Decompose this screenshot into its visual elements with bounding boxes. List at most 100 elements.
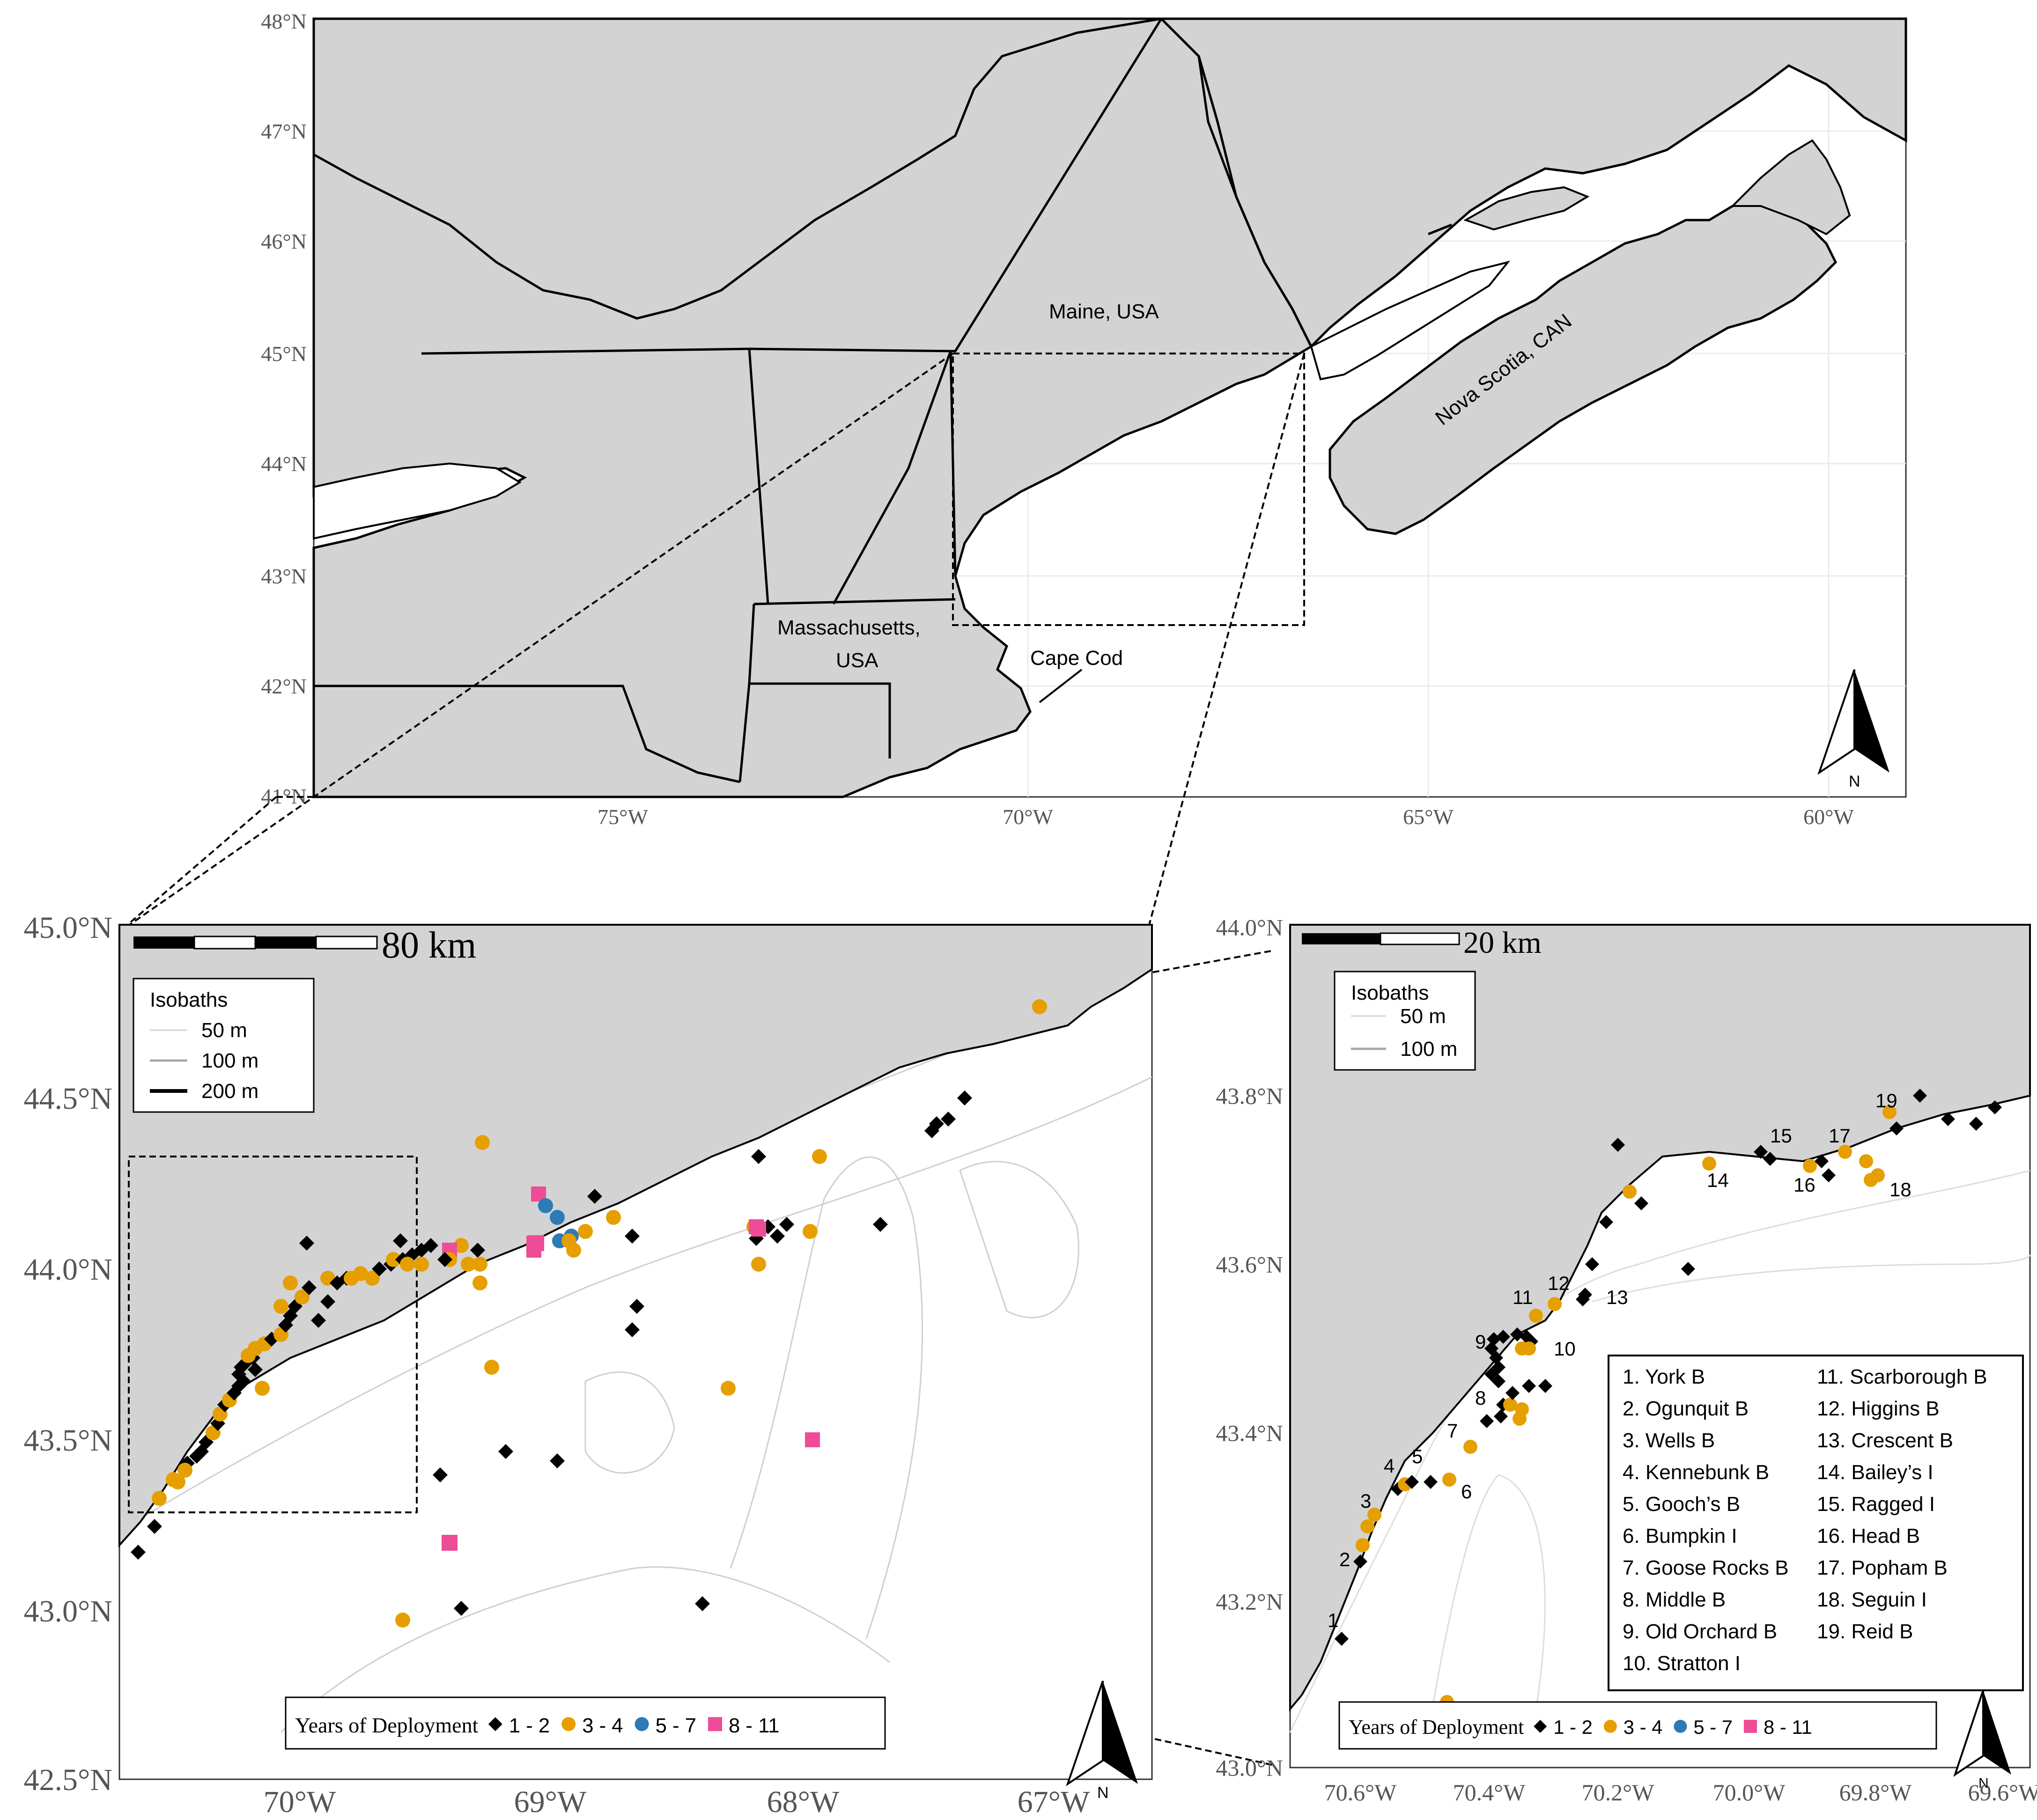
site-marker bbox=[1424, 1475, 1438, 1489]
legend-item-label: 8 - 11 bbox=[1764, 1716, 1812, 1738]
site-marker bbox=[1494, 1409, 1508, 1423]
tick-label: 70.6°W bbox=[1324, 1779, 1397, 1805]
site-marker bbox=[941, 1112, 956, 1127]
legend-item-label: 3 - 4 bbox=[1624, 1716, 1663, 1738]
site-marker bbox=[606, 1210, 621, 1225]
site-marker bbox=[454, 1238, 469, 1253]
site-marker bbox=[1032, 999, 1047, 1014]
regional-overview-map: Maine, USA Nova Scotia, CAN Massachusett… bbox=[261, 9, 1907, 829]
site-marker bbox=[1603, 1720, 1617, 1733]
site-list-entry: 17. Popham B bbox=[1817, 1556, 1948, 1579]
site-marker bbox=[353, 1266, 368, 1281]
site-number: 4 bbox=[1384, 1455, 1395, 1477]
site-marker bbox=[395, 1613, 410, 1628]
site-marker bbox=[566, 1243, 581, 1258]
site-marker bbox=[170, 1474, 185, 1489]
north-arrow-right: N bbox=[1953, 1690, 2011, 1791]
site-marker bbox=[320, 1294, 335, 1309]
site-marker bbox=[488, 1717, 502, 1732]
site-marker bbox=[803, 1224, 818, 1239]
site-marker bbox=[372, 1261, 387, 1276]
site-marker bbox=[751, 1257, 766, 1272]
site-marker bbox=[1335, 1632, 1349, 1646]
tick-label: 65°W bbox=[1403, 805, 1454, 829]
cape-cod-leader bbox=[1039, 669, 1083, 703]
tick-label: 43.8°N bbox=[1216, 1083, 1283, 1109]
site-marker bbox=[484, 1360, 499, 1375]
site-number: 11 bbox=[1513, 1286, 1533, 1308]
site-marker bbox=[1838, 1145, 1852, 1159]
tick-label: 43.5°N bbox=[23, 1423, 112, 1458]
site-marker bbox=[1360, 1519, 1374, 1533]
site-list-entry: 8. Middle B bbox=[1623, 1588, 1726, 1611]
site-marker bbox=[550, 1453, 565, 1468]
tick-label: 43.6°N bbox=[1216, 1252, 1283, 1278]
site-list-entry: 1. York B bbox=[1623, 1365, 1705, 1388]
tick-label: 43.2°N bbox=[1216, 1589, 1283, 1615]
site-marker bbox=[1763, 1152, 1777, 1166]
right-map-deployment-sites bbox=[1335, 1089, 2002, 1709]
mid-map-latitude-ticks: 45.0°N 44.5°N 44.0°N 43.5°N 43.0°N 42.5°N bbox=[23, 911, 112, 1797]
site-marker bbox=[414, 1257, 429, 1272]
site-marker bbox=[561, 1717, 576, 1732]
site-marker bbox=[1503, 1398, 1517, 1412]
site-marker bbox=[1356, 1538, 1370, 1552]
site-marker bbox=[708, 1717, 722, 1732]
legend-item-label: 3 - 4 bbox=[582, 1714, 623, 1737]
site-list-entry: 7. Goose Rocks B bbox=[1623, 1556, 1789, 1579]
tick-label: 69.8°W bbox=[1839, 1779, 1912, 1805]
site-marker bbox=[751, 1149, 766, 1164]
site-marker bbox=[299, 1236, 314, 1251]
isobath-legend-100m: 100 m bbox=[1400, 1038, 1457, 1061]
right-map-extent-box bbox=[128, 1156, 418, 1513]
scale-bar-80km: 80 km bbox=[133, 925, 476, 966]
scale-bar-20km: 20 km bbox=[1302, 926, 1542, 960]
site-marker bbox=[1623, 1185, 1637, 1199]
site-list-entry: 14. Bailey’s I bbox=[1817, 1461, 1934, 1484]
tick-label: 44.5°N bbox=[23, 1082, 112, 1116]
site-marker bbox=[1513, 1412, 1527, 1426]
site-marker bbox=[721, 1381, 736, 1396]
north-arrow-mid: N bbox=[1066, 1680, 1138, 1802]
deployment-legend-mid: Years of Deployment 1 - 2 3 - 4 5 - 7 8 - 11 bbox=[285, 1696, 886, 1750]
legend-item-label: 8 - 11 bbox=[729, 1714, 779, 1737]
right-map-longitude-ticks: 70.6°W 70.4°W 70.2°W 70.0°W 69.8°W 69.6°W bbox=[1324, 1779, 2037, 1805]
tick-label: 75°W bbox=[598, 805, 648, 829]
site-marker bbox=[1702, 1157, 1716, 1171]
site-marker bbox=[1522, 1379, 1536, 1393]
site-list-entry: 2. Ogunquit B bbox=[1623, 1397, 1749, 1420]
site-marker bbox=[1367, 1508, 1381, 1522]
site-marker bbox=[1681, 1262, 1695, 1276]
site-marker bbox=[1969, 1117, 1983, 1131]
site-list-entry: 3. Wells B bbox=[1623, 1429, 1715, 1452]
site-marker bbox=[1815, 1154, 1829, 1168]
site-marker bbox=[779, 1217, 794, 1232]
tick-label: 44.0°N bbox=[23, 1253, 112, 1287]
site-number: 18 bbox=[1889, 1179, 1912, 1201]
site-marker bbox=[177, 1463, 192, 1478]
site-marker bbox=[1538, 1379, 1552, 1393]
site-marker bbox=[805, 1432, 820, 1447]
site-marker bbox=[625, 1229, 640, 1244]
site-marker bbox=[1674, 1720, 1687, 1733]
site-number: 19 bbox=[1875, 1090, 1897, 1112]
site-marker bbox=[454, 1601, 469, 1616]
site-marker bbox=[1496, 1330, 1510, 1344]
isobath-legend-50m: 50 m bbox=[201, 1019, 247, 1042]
tick-label: 43°N bbox=[261, 564, 307, 588]
site-marker bbox=[1744, 1720, 1757, 1733]
site-number: 14 bbox=[1707, 1169, 1729, 1191]
site-number: 8 bbox=[1475, 1387, 1486, 1409]
site-marker bbox=[442, 1535, 458, 1551]
site-list-entry: 9. Old Orchard B bbox=[1623, 1620, 1777, 1643]
tick-label: 42.5°N bbox=[23, 1763, 112, 1797]
top-map-longitude-ticks: 75°W 70°W 65°W 60°W bbox=[598, 805, 1854, 829]
site-list-entry: 6. Bumpkin I bbox=[1623, 1525, 1737, 1547]
site-marker bbox=[248, 1362, 263, 1377]
site-marker bbox=[1988, 1100, 2002, 1114]
isobath-legend-right: Isobaths 50 m 100 m bbox=[1334, 971, 1476, 1071]
tick-label: 70.2°W bbox=[1582, 1779, 1654, 1805]
site-number: 3 bbox=[1360, 1490, 1371, 1512]
site-marker bbox=[957, 1091, 972, 1105]
